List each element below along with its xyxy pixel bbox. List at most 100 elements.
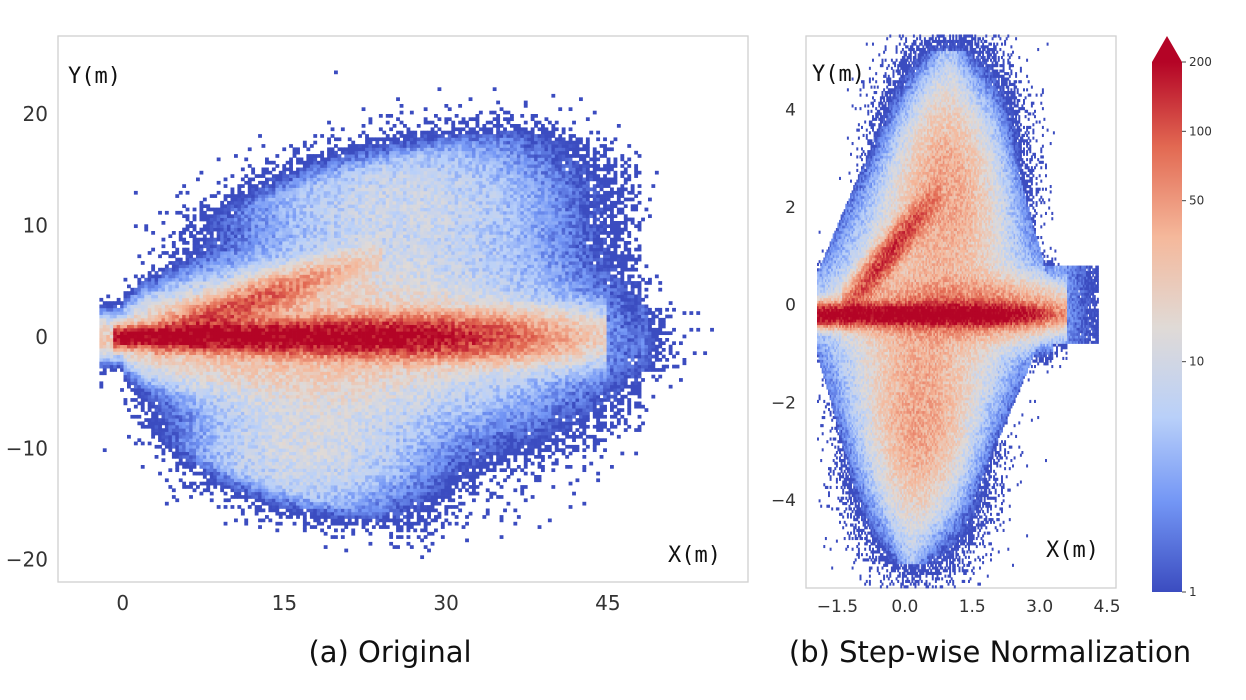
heat-cell [189, 335, 193, 339]
heat-cell [227, 231, 231, 235]
heat-cell [244, 378, 248, 382]
heat-cell [251, 355, 255, 359]
heat-cell [231, 331, 235, 335]
heat-cell [224, 328, 228, 332]
heat-cell [179, 275, 183, 279]
heat-cell [220, 315, 224, 319]
heat-cell [203, 415, 207, 419]
heat-cell [144, 315, 148, 319]
heat-cell [203, 244, 207, 248]
heat-cell [172, 455, 176, 459]
heat-cell [158, 281, 162, 285]
heat-cell [186, 395, 190, 399]
heat-cell [244, 468, 248, 472]
heat-cell [206, 368, 210, 372]
heat-cell [99, 348, 103, 352]
heat-cell [189, 295, 193, 299]
heat-cell [137, 331, 141, 335]
heat-cell [244, 355, 248, 359]
heat-cell [193, 365, 197, 369]
heat-cell [227, 275, 231, 279]
heat-cell [120, 318, 124, 322]
heat-cell [227, 402, 231, 406]
heat-cell [196, 455, 200, 459]
heat-cell [224, 388, 228, 392]
heat-cell [248, 224, 252, 228]
heat-cell [224, 472, 228, 476]
heat-cell [175, 325, 179, 329]
heat-cell [113, 358, 117, 362]
heat-cell [244, 465, 248, 469]
heat-cell [237, 465, 241, 469]
heat-cell [224, 438, 228, 442]
heat-cell [220, 234, 224, 238]
heat-cell [165, 278, 169, 282]
heat-cell [237, 228, 241, 232]
heat-cell [196, 338, 200, 342]
heat-cell [210, 244, 214, 248]
heat-cell [251, 475, 255, 479]
heat-cell [186, 455, 190, 459]
heat-cell [196, 415, 200, 419]
heat-cell [141, 405, 145, 409]
heat-cell [124, 375, 128, 379]
heat-cell [227, 301, 231, 305]
heat-cell [244, 228, 248, 232]
heat-cell [237, 325, 241, 329]
heat-cell [189, 318, 193, 322]
heat-cell [213, 405, 217, 409]
heat-cell [237, 448, 241, 452]
heat-cell [206, 295, 210, 299]
heat-cell [151, 412, 155, 416]
heat-cell [162, 278, 166, 282]
heat-cell [220, 415, 224, 419]
heat-cell [134, 378, 138, 382]
heat-cell [251, 168, 255, 172]
heat-cell [244, 295, 248, 299]
heat-cell [162, 365, 166, 369]
heat-cell [237, 184, 241, 188]
heat-cell [162, 361, 166, 365]
heat-cell [196, 331, 200, 335]
heat-cell [162, 452, 166, 456]
heat-cell [141, 348, 145, 352]
heat-cell [110, 348, 114, 352]
heat-cell [196, 412, 200, 416]
heat-cell [193, 288, 197, 292]
heat-cell [134, 275, 138, 279]
heat-cell [155, 321, 159, 325]
heat-cell [110, 351, 114, 355]
heat-cell [168, 341, 172, 345]
heat-cell [227, 465, 231, 469]
heat-cell [255, 452, 259, 456]
heat-cell [224, 402, 228, 406]
heat-cell [203, 468, 207, 472]
heat-cell [148, 378, 152, 382]
heat-cell [148, 308, 152, 312]
heat-cell [200, 275, 204, 279]
heat-cell [220, 231, 224, 235]
heat-cell [120, 351, 124, 355]
heat-cell [196, 432, 200, 436]
heat-cell [196, 438, 200, 442]
heat-cell [179, 368, 183, 372]
heat-cell [241, 295, 245, 299]
heat-cell [206, 275, 210, 279]
heat-cell [203, 234, 207, 238]
heat-cell [231, 328, 235, 332]
heat-cell [103, 341, 107, 345]
heat-cell [224, 381, 228, 385]
heat-cell [175, 305, 179, 309]
heat-cell [248, 365, 252, 369]
heat-cell [117, 348, 121, 352]
heat-cell [127, 435, 131, 439]
heat-cell [210, 368, 214, 372]
heat-cell [165, 295, 169, 299]
heat-cell [217, 361, 221, 365]
heat-cell [244, 351, 248, 355]
heat-cell [127, 378, 131, 382]
heat-cell [182, 405, 186, 409]
heat-cell [172, 435, 176, 439]
heat-cell [203, 412, 207, 416]
heat-cell [234, 251, 238, 255]
